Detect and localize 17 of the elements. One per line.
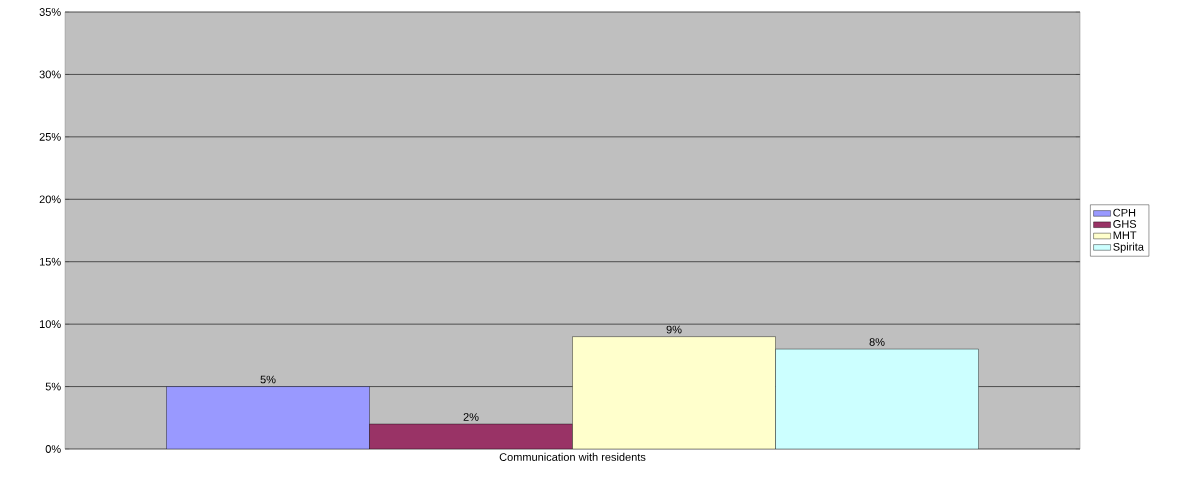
y-tick-label: 35% (39, 8, 61, 16)
data-label: 2% (463, 413, 479, 421)
data-label: 9% (666, 325, 682, 334)
x-tick-label: Communication with residents (499, 452, 646, 461)
data-label: 8% (869, 338, 885, 346)
y-tick-label: 30% (39, 70, 61, 79)
y-tick-label: 0% (45, 445, 61, 453)
y-tick-label: 25% (39, 132, 61, 141)
legend-label: Spirita (1113, 242, 1144, 253)
data-label: 5% (260, 375, 276, 384)
legend-label: GHS (1113, 220, 1137, 228)
y-tick-label: 15% (39, 257, 61, 266)
y-tick-label: 10% (39, 320, 61, 329)
legend-label: MHT (1113, 231, 1137, 239)
y-tick-label: 20% (39, 195, 61, 204)
y-tick-label: 5% (45, 382, 61, 391)
legend-label: CPH (1113, 208, 1136, 217)
